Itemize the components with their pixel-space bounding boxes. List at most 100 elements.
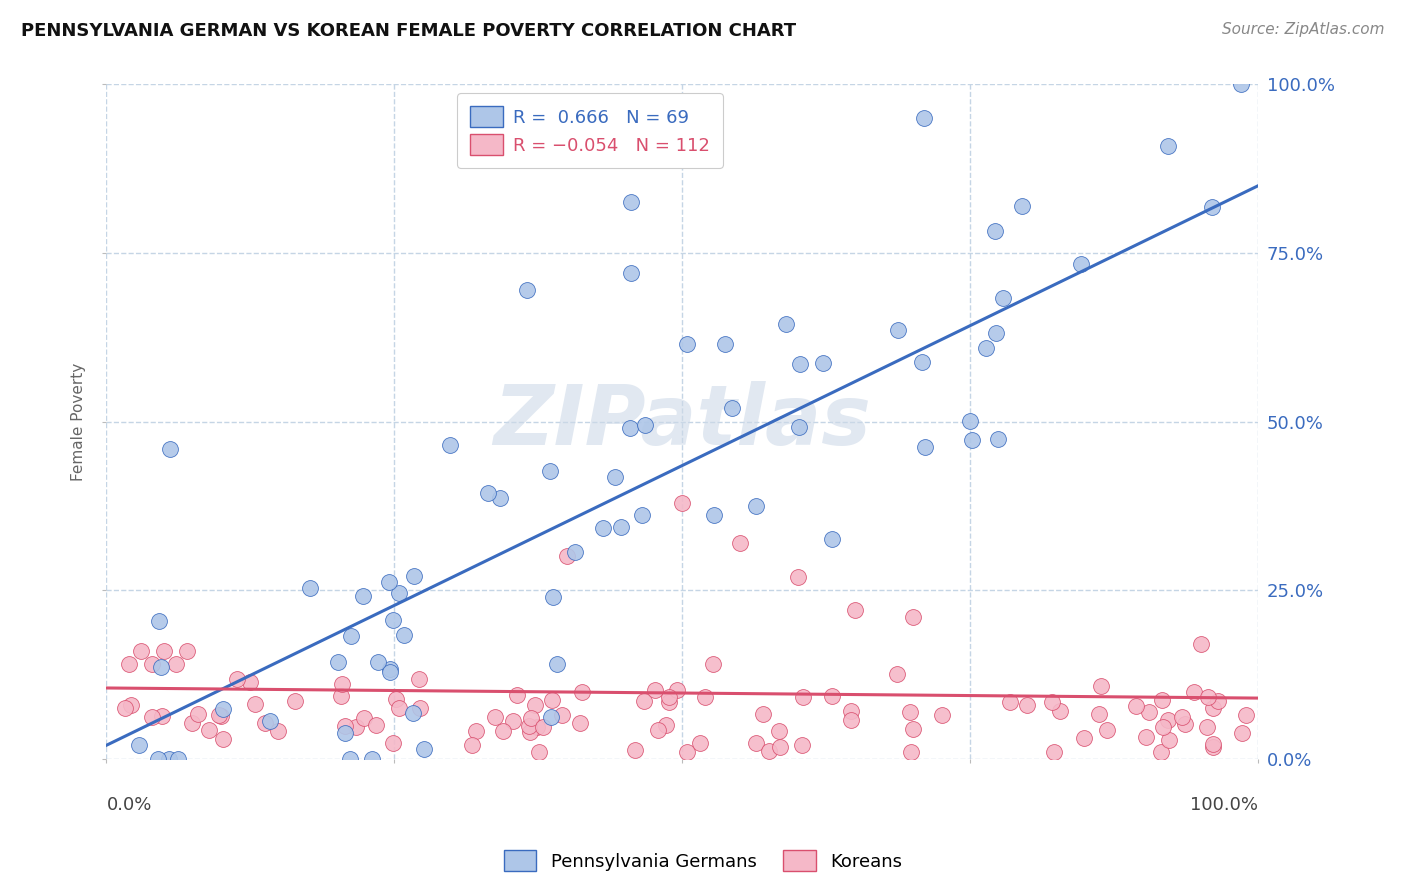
Point	[900, 745, 922, 759]
Point	[352, 589, 374, 603]
Point	[253, 716, 276, 731]
Point	[658, 690, 681, 704]
Point	[489, 491, 512, 506]
Point	[839, 714, 862, 728]
Point	[128, 739, 150, 753]
Point	[1157, 713, 1180, 727]
Point	[903, 722, 925, 736]
Point	[1125, 698, 1147, 713]
Legend: R =  0.666   N = 69, R = −0.054   N = 112: R = 0.666 N = 69, R = −0.054 N = 112	[457, 94, 723, 168]
Point	[239, 675, 262, 690]
Point	[619, 421, 641, 435]
Point	[477, 485, 499, 500]
Point	[714, 336, 737, 351]
Point	[790, 738, 813, 752]
Point	[811, 356, 834, 370]
Point	[787, 420, 810, 434]
Point	[644, 683, 666, 698]
Point	[689, 736, 711, 750]
Point	[702, 657, 724, 671]
Point	[333, 726, 356, 740]
Point	[340, 629, 363, 643]
Point	[378, 575, 401, 590]
Point	[1236, 707, 1258, 722]
Point	[676, 745, 699, 759]
Point	[768, 739, 790, 754]
Point	[1049, 704, 1071, 718]
Point	[619, 195, 641, 210]
Point	[381, 735, 404, 749]
Point	[543, 590, 565, 604]
Point	[568, 715, 591, 730]
Point	[647, 723, 669, 737]
Point	[367, 655, 389, 669]
Point	[1197, 690, 1219, 705]
Point	[728, 536, 751, 550]
Point	[1195, 720, 1218, 734]
Point	[333, 719, 356, 733]
Point	[506, 688, 529, 702]
Point	[1011, 199, 1033, 213]
Point	[786, 570, 808, 584]
Point	[1170, 710, 1192, 724]
Point	[392, 627, 415, 641]
Point	[129, 644, 152, 658]
Point	[517, 719, 540, 733]
Point	[665, 682, 688, 697]
Point	[330, 676, 353, 690]
Point	[364, 717, 387, 731]
Text: 0.0%: 0.0%	[107, 796, 152, 814]
Point	[603, 469, 626, 483]
Point	[671, 495, 693, 509]
Point	[146, 752, 169, 766]
Point	[1201, 739, 1223, 754]
Point	[633, 417, 655, 432]
Point	[385, 691, 408, 706]
Point	[1150, 693, 1173, 707]
Point	[695, 690, 717, 704]
Point	[1040, 695, 1063, 709]
Point	[984, 224, 1007, 238]
Point	[844, 603, 866, 617]
Point	[284, 694, 307, 708]
Point	[382, 613, 405, 627]
Point	[153, 644, 176, 658]
Point	[633, 694, 655, 708]
Point	[502, 714, 524, 728]
Point	[792, 690, 814, 704]
Point	[619, 266, 641, 280]
Point	[1135, 730, 1157, 744]
Point	[546, 657, 568, 671]
Point	[1230, 726, 1253, 740]
Point	[564, 544, 586, 558]
Point	[361, 752, 384, 766]
Point	[152, 708, 174, 723]
Point	[1097, 723, 1119, 737]
Point	[592, 521, 614, 535]
Legend: Pennsylvania Germans, Koreans: Pennsylvania Germans, Koreans	[496, 843, 910, 879]
Point	[839, 704, 862, 718]
Point	[520, 711, 543, 725]
Point	[1157, 733, 1180, 747]
Point	[378, 665, 401, 679]
Point	[993, 291, 1015, 305]
Point	[1230, 78, 1253, 92]
Point	[987, 432, 1010, 446]
Point	[720, 401, 742, 415]
Point	[910, 355, 932, 369]
Point	[464, 723, 486, 738]
Point	[540, 693, 562, 707]
Y-axis label: Female Poverty: Female Poverty	[72, 362, 86, 481]
Point	[187, 706, 209, 721]
Point	[339, 752, 361, 766]
Point	[1088, 706, 1111, 721]
Text: ZIPatlas: ZIPatlas	[494, 381, 872, 462]
Point	[1174, 717, 1197, 731]
Point	[148, 614, 170, 628]
Point	[519, 724, 541, 739]
Point	[752, 707, 775, 722]
Point	[821, 532, 844, 546]
Point	[198, 723, 221, 737]
Point	[962, 433, 984, 447]
Point	[259, 714, 281, 728]
